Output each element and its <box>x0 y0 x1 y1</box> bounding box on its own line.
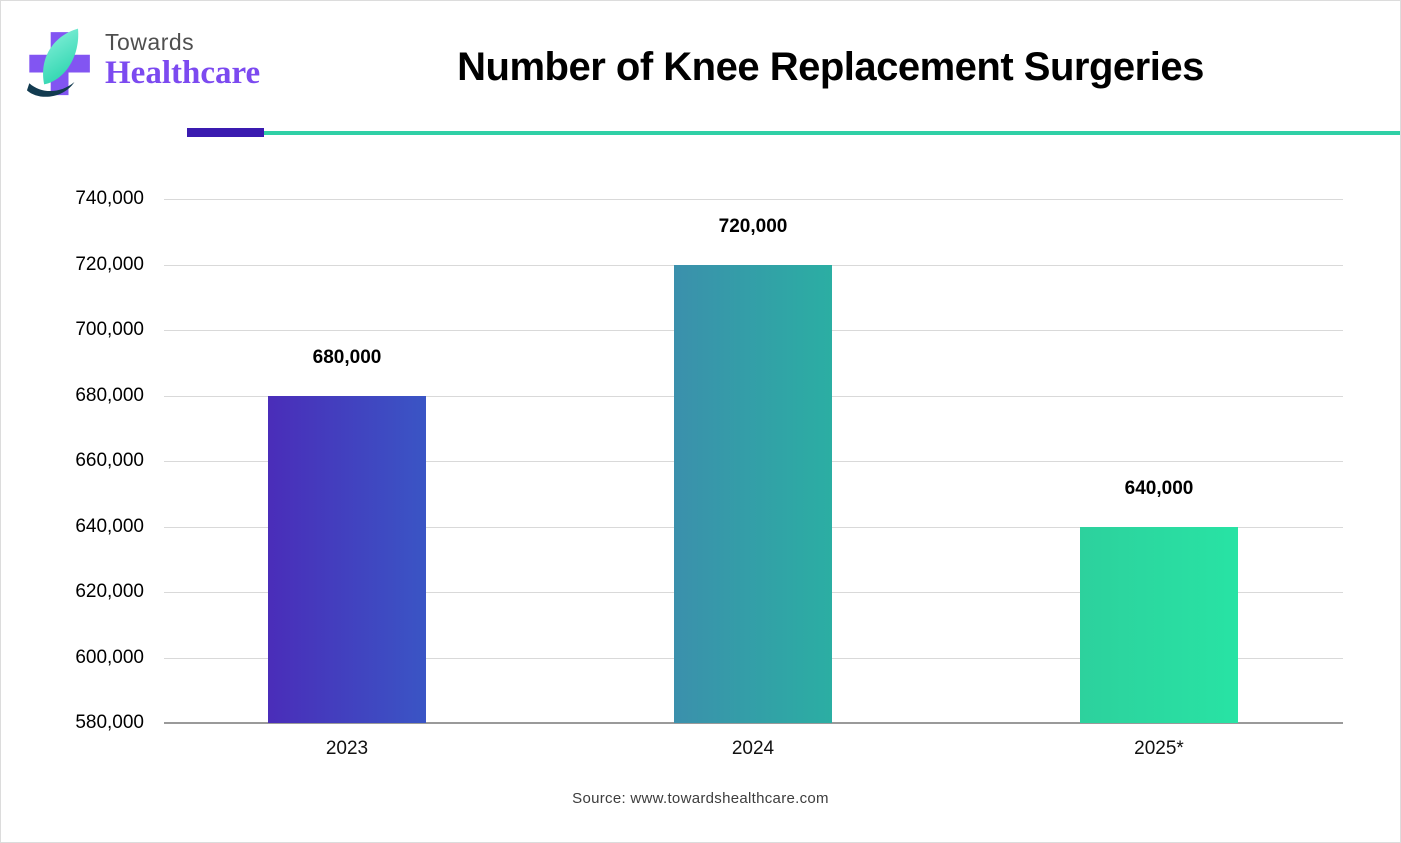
logo-line-towards: Towards <box>105 29 195 55</box>
leaf-swoosh-icon <box>26 82 75 97</box>
bar-value-label: 720,000 <box>718 215 788 237</box>
y-axis-tick-label: 740,000 <box>75 188 144 209</box>
y-axis-tick-label: 640,000 <box>75 515 144 537</box>
x-axis-category-label: 2024 <box>731 738 775 759</box>
source-credit: Source: www.towardshealthcare.com <box>572 790 829 807</box>
logo-cross-leaf-icon <box>26 28 90 97</box>
bar-2023 <box>268 395 426 723</box>
x-axis-category-label: 2025* <box>1134 738 1184 759</box>
bar-value-label: 680,000 <box>312 346 382 368</box>
divider-teal-line <box>264 131 1400 135</box>
y-axis-tick-label: 660,000 <box>75 450 144 471</box>
gridline <box>164 199 1343 200</box>
bar-2024 <box>674 264 832 723</box>
leaf-icon <box>43 28 79 85</box>
page-title: Number of Knee Replacement Surgeries <box>457 45 1204 89</box>
logo-line-healthcare: Healthcare <box>105 55 261 91</box>
y-axis-tick-label: 620,000 <box>75 581 144 602</box>
y-axis-tick-label: 720,000 <box>75 253 144 275</box>
y-axis-tick-label: 680,000 <box>75 384 144 406</box>
y-axis-tick-label: 700,000 <box>75 319 144 340</box>
bar-2025 <box>1080 526 1238 723</box>
towards-healthcare-logo: Towards Healthcare <box>21 25 260 101</box>
logo-text: Towards Healthcare <box>105 25 260 90</box>
y-axis-tick-label: 600,000 <box>75 646 144 668</box>
y-axis-tick-label: 580,000 <box>75 712 144 733</box>
x-axis-line <box>164 722 1343 724</box>
divider-purple-segment <box>187 128 264 137</box>
bar-value-label: 640,000 <box>1124 477 1194 499</box>
x-axis-category-label: 2023 <box>325 738 369 759</box>
